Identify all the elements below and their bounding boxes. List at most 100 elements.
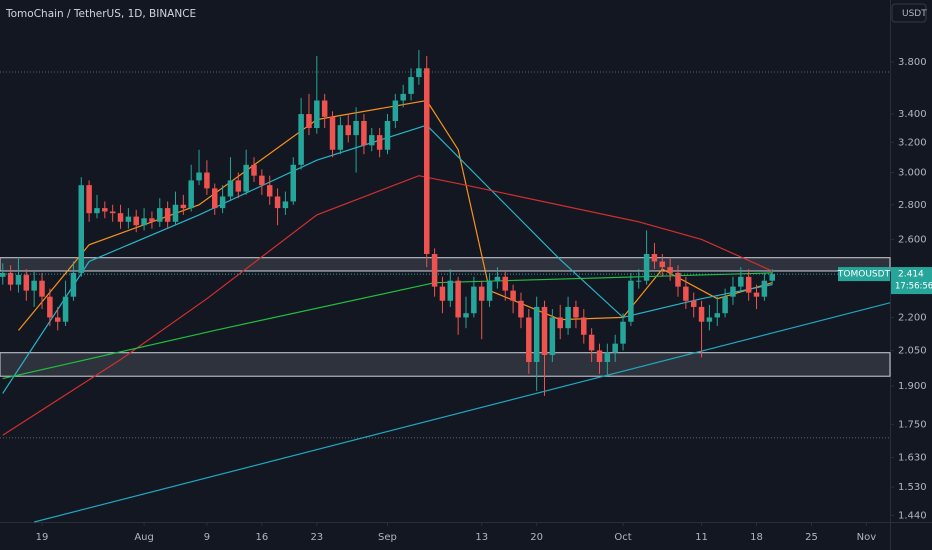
candle-body [533,306,540,362]
candle-body [502,276,509,291]
candle-body [298,114,304,165]
candle-body [321,100,328,117]
candle-body [620,321,626,344]
x-tick-label: 16 [255,532,268,543]
y-tick-label: 3.800 [898,57,927,68]
x-tick-label: Oct [614,532,631,543]
candle-body [541,306,548,356]
candle-body [54,317,61,322]
x-tick-label: 11 [695,532,708,543]
candle-body [612,343,618,353]
candle-body [188,180,194,209]
x-tick-label: 20 [530,532,543,543]
x-tick-label: 18 [750,532,763,543]
candle-body [526,317,532,362]
candle-body [494,276,501,281]
candle-body [259,175,265,186]
candle-body [219,196,226,209]
candle-body [588,334,595,351]
x-tick-label: Sep [378,532,397,543]
y-tick-label: 3.400 [898,109,927,120]
candle-body [659,261,666,268]
candle-body [290,164,297,202]
x-tick-label: 25 [805,532,818,543]
candle-body [149,218,155,222]
candle-body [408,77,414,94]
candle-body [651,253,658,262]
candle-body [423,68,430,254]
candle-body [573,306,579,318]
zone [0,352,891,377]
candle-body [439,286,446,301]
currency-label[interactable]: USDT [902,9,927,19]
candle-body [690,300,697,307]
candle-body [164,208,171,222]
candle-body [698,306,705,322]
candle-body [204,172,210,189]
candle-body [243,164,249,192]
indicator-line [34,302,891,523]
candle-body [581,317,587,335]
candle-body [596,350,603,362]
candle-body [133,216,139,226]
candle-body [416,68,422,78]
candle-body [518,300,524,318]
candle-body [376,135,383,150]
plot-area [0,49,891,523]
y-tick-label: 1.900 [898,381,927,392]
candle-body [745,276,752,293]
y-tick-label: 2.200 [898,312,927,323]
candle-body [0,272,6,277]
candle-body [15,274,22,285]
candle-body [471,286,477,314]
chart-title: TomoChain / TetherUS, 1D, BINANCE [5,8,196,20]
candle-body [400,93,406,101]
candle-body [274,196,281,209]
candle-body [196,172,202,181]
candle-body [675,272,681,287]
countdown-label: 17:56:56 [895,282,932,292]
symbol-tag [838,267,890,282]
candle-body [604,352,611,362]
currency-button[interactable] [891,3,927,23]
candle-body [478,286,485,301]
candle-body [447,280,454,301]
candle-body [235,180,242,192]
candle-body [125,216,132,222]
y-tick-label: 1.750 [898,419,927,430]
candle-body [345,125,351,136]
candle-body [211,188,218,209]
candle-body [337,125,344,150]
candle-body [172,204,179,222]
candle-body [683,286,689,301]
x-tick-label: 13 [475,532,488,543]
y-tick-label: 1.630 [898,453,927,464]
candle-body [157,208,163,222]
candle-body [738,276,744,287]
candle-body [722,296,728,314]
candle-body [361,120,367,146]
candle-body [266,185,273,197]
candle-body [667,267,673,273]
candle-body [141,218,147,226]
candle-body [706,317,713,322]
candle-body [510,290,516,301]
candle-body [431,253,438,287]
candle-body [94,208,100,214]
candle-body [455,280,461,318]
candle-body [557,317,563,329]
candle-body [753,292,760,297]
candle-body [384,120,391,150]
candle-body [314,100,320,128]
candle-body [62,296,69,322]
x-tick-label: Nov [857,532,877,543]
y-tick-label: 3.000 [898,168,927,179]
y-tick-label: 2.800 [898,200,927,211]
candle-body [47,296,53,318]
x-tick-label: 19 [36,532,49,543]
candle-body [31,280,37,291]
y-tick-label: 2.050 [898,345,927,356]
candle-body [7,272,14,285]
candle-body [761,280,768,297]
